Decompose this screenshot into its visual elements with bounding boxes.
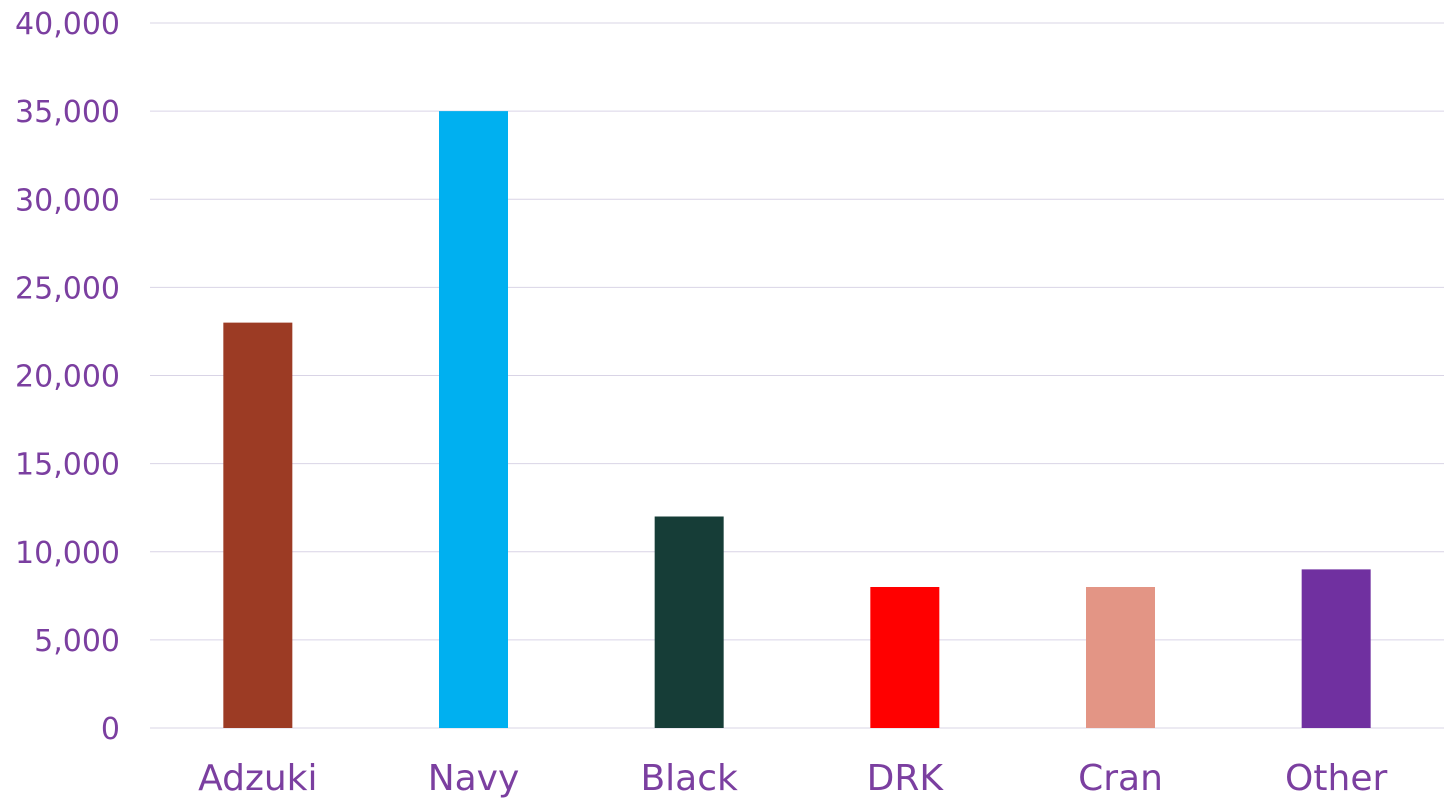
gridlines [150, 22, 1444, 729]
x-tick-label: Cran [1078, 758, 1163, 799]
bar-adzuki [223, 322, 293, 728]
y-axis-tick-labels: 0 5,000 10,000 15,000 20,000 25,000 30,000 35,0… [15, 7, 120, 747]
y-tick-label: 30,000 [15, 183, 120, 218]
x-tick-label: DRK [867, 758, 945, 799]
y-tick-label: 35,000 [15, 95, 120, 130]
bar-black [654, 516, 724, 728]
bar-other [1301, 569, 1371, 728]
bars [223, 111, 1371, 728]
y-tick-label: 0 [101, 712, 120, 747]
y-tick-label: 20,000 [15, 360, 120, 395]
x-tick-label: Other [1285, 758, 1387, 799]
y-tick-label: 5,000 [34, 624, 120, 659]
bar-cran [1086, 587, 1155, 728]
x-tick-label: Navy [428, 758, 520, 799]
bar-navy [439, 111, 508, 728]
y-tick-label: 40,000 [15, 7, 120, 42]
x-axis-tick-labels: Adzuki Navy Black DRK Cran Other [198, 758, 1387, 799]
x-tick-label: Adzuki [198, 758, 317, 799]
y-tick-label: 15,000 [15, 448, 120, 483]
y-tick-label: 25,000 [15, 271, 120, 306]
x-tick-label: Black [640, 758, 738, 799]
bar-drk [870, 587, 940, 728]
y-tick-label: 10,000 [15, 536, 120, 571]
